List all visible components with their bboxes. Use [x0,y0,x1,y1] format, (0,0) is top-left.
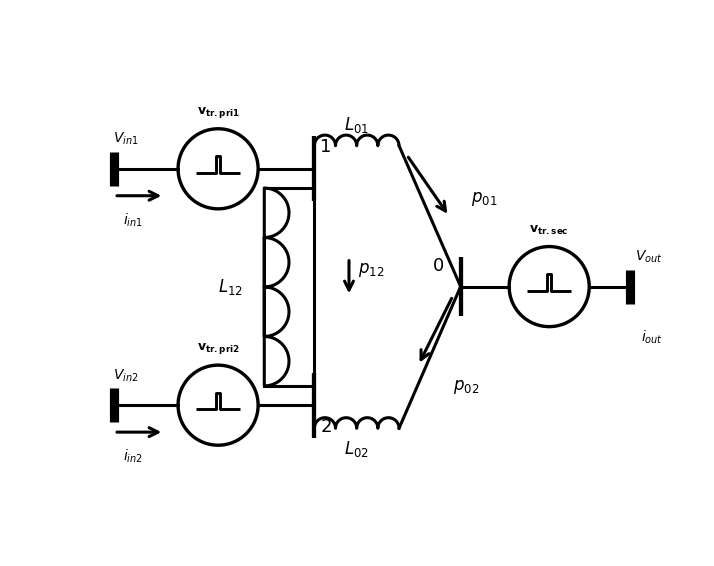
Text: $\mathbf{v_{tr.sec}}$: $\mathbf{v_{tr.sec}}$ [529,224,569,237]
Text: $V_{in1}$: $V_{in1}$ [113,131,139,147]
Text: $V_{in2}$: $V_{in2}$ [113,367,139,384]
Text: $\mathit{i_{in2}}$: $\mathit{i_{in2}}$ [124,448,144,465]
Text: $\mathbf{v_{tr.pri2}}$: $\mathbf{v_{tr.pri2}}$ [197,341,239,356]
Text: $\mathbf{\mathit{p_{01}}}$: $\mathbf{\mathit{p_{01}}}$ [471,190,497,208]
Text: $\mathbf{v_{tr.pri1}}$: $\mathbf{v_{tr.pri1}}$ [196,105,239,119]
Text: $V_{out}$: $V_{out}$ [635,248,663,265]
Text: $\mathbf{\mathit{L_{01}}}$: $\mathbf{\mathit{L_{01}}}$ [344,115,369,135]
Text: 1: 1 [321,138,332,156]
Text: $\mathit{i_{out}}$: $\mathit{i_{out}}$ [640,329,663,346]
Text: $\mathit{i_{in1}}$: $\mathit{i_{in1}}$ [124,211,144,229]
Text: 0: 0 [433,258,443,275]
Text: $\mathbf{\mathit{L_{12}}}$: $\mathbf{\mathit{L_{12}}}$ [218,277,243,297]
Text: $\mathbf{\mathit{L_{02}}}$: $\mathbf{\mathit{L_{02}}}$ [344,439,369,459]
Text: $\mathbf{\mathit{p_{12}}}$: $\mathbf{\mathit{p_{12}}}$ [358,261,384,279]
Text: $\mathbf{\mathit{p_{02}}}$: $\mathbf{\mathit{p_{02}}}$ [453,378,479,396]
Text: 2: 2 [321,418,332,436]
